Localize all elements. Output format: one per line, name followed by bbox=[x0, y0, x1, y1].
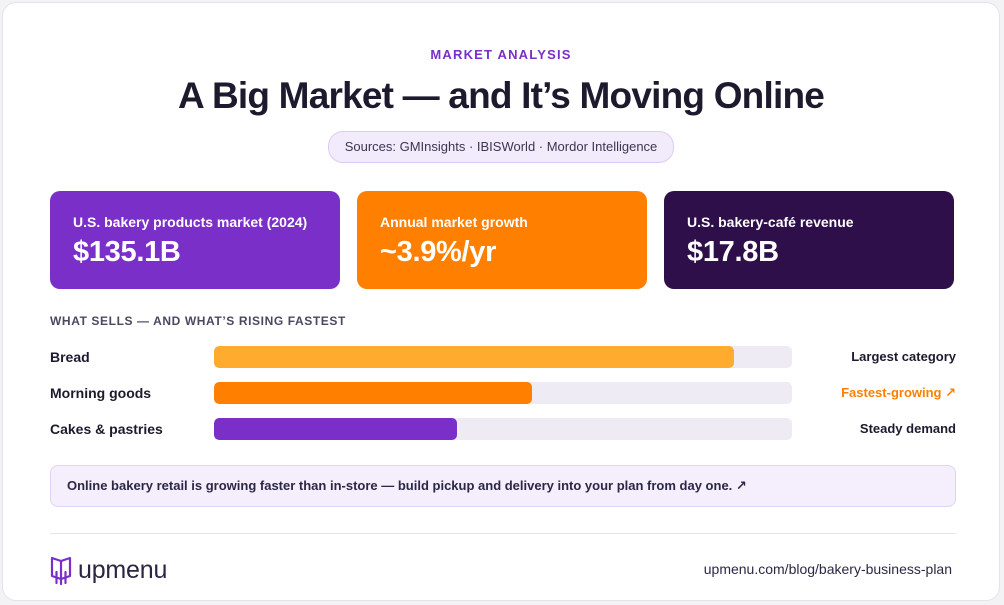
sources-pill: Sources: GMInsights · IBISWorld · Mordor… bbox=[327, 131, 675, 163]
chart-title: WHAT SELLS — AND WHAT’S RISING FASTEST bbox=[50, 314, 346, 328]
stat-label: U.S. bakery-café revenue bbox=[687, 214, 854, 230]
bar-category-label: Bread bbox=[50, 349, 90, 365]
logo-wordmark: upmenu bbox=[78, 555, 168, 584]
eyebrow-label: MARKET ANALYSIS bbox=[430, 47, 572, 62]
stat-card-growth: Annual market growth ~3.9%/yr bbox=[357, 191, 647, 289]
stat-card-cafe-revenue: U.S. bakery-café revenue $17.8B bbox=[664, 191, 954, 289]
bar-fill-bread bbox=[214, 346, 735, 368]
stat-value: $17.8B bbox=[687, 236, 779, 268]
sources-wrap: Sources: GMInsights · IBISWorld · Mordor… bbox=[3, 131, 999, 163]
online-callout: Online bakery retail is growing faster t… bbox=[50, 465, 956, 507]
bar-track bbox=[214, 346, 792, 368]
upmenu-logo: upmenu bbox=[50, 553, 167, 587]
bar-note: Fastest-growing ↗ bbox=[841, 385, 956, 400]
source-url: upmenu.com/blog/bakery-business-plan bbox=[703, 561, 952, 577]
stat-label: Annual market growth bbox=[380, 214, 528, 230]
stat-card-market-size: U.S. bakery products market (2024) $135.… bbox=[50, 191, 340, 289]
bar-row-bread: Bread Largest category bbox=[50, 346, 956, 368]
bar-note: Largest category bbox=[851, 349, 956, 364]
bar-row-cakes-pastries: Cakes & pastries Steady demand bbox=[50, 418, 956, 440]
bar-note: Steady demand bbox=[859, 421, 956, 436]
page-title: A Big Market — and It’s Moving Online bbox=[177, 75, 825, 116]
bar-fill-cakes-pastries bbox=[214, 418, 457, 440]
bar-fill-morning-goods bbox=[214, 382, 532, 404]
bar-category-label: Cakes & pastries bbox=[50, 421, 163, 437]
bar-category-label: Morning goods bbox=[50, 385, 152, 401]
stat-value: $135.1B bbox=[73, 236, 181, 268]
stat-value: ~3.9%/yr bbox=[380, 236, 497, 268]
footer-divider bbox=[50, 533, 956, 534]
bar-track bbox=[214, 418, 792, 440]
bar-track bbox=[214, 382, 792, 404]
stat-label: U.S. bakery products market (2024) bbox=[73, 214, 308, 230]
bar-row-morning-goods: Morning goods Fastest-growing ↗ bbox=[50, 382, 956, 404]
upmenu-book-icon bbox=[50, 556, 72, 585]
